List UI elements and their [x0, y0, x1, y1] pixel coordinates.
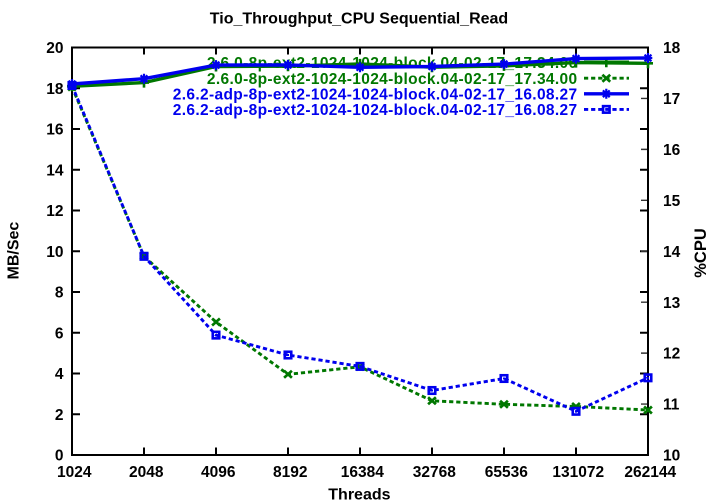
svg-text:12: 12	[46, 203, 63, 220]
svg-text:65536: 65536	[485, 464, 528, 481]
svg-text:%CPU: %CPU	[692, 228, 710, 278]
svg-text:32768: 32768	[413, 464, 456, 481]
svg-text:8192: 8192	[273, 464, 307, 481]
svg-text:12: 12	[663, 346, 680, 363]
svg-text:6: 6	[55, 325, 64, 342]
svg-text:17: 17	[663, 91, 680, 108]
svg-text:2: 2	[55, 407, 64, 424]
svg-text:15: 15	[663, 193, 681, 210]
svg-text:16: 16	[46, 122, 64, 139]
svg-text:2048: 2048	[129, 464, 164, 481]
svg-text:16384: 16384	[341, 464, 384, 481]
svg-text:16: 16	[663, 142, 681, 159]
svg-text:Threads: Threads	[328, 487, 390, 504]
svg-text:18: 18	[663, 40, 681, 57]
svg-text:131072: 131072	[552, 464, 604, 481]
svg-text:11: 11	[663, 397, 680, 414]
svg-text:14: 14	[663, 244, 681, 261]
svg-text:20: 20	[46, 40, 63, 57]
svg-text:2.6.0-8p-ext2-1024-1024-block.: 2.6.0-8p-ext2-1024-1024-block.04-02-17_1…	[207, 71, 578, 88]
svg-text:2.6.2-adp-8p-ext2-1024-1024-bl: 2.6.2-adp-8p-ext2-1024-1024-block.04-02-…	[173, 102, 578, 119]
svg-text:262144: 262144	[624, 464, 676, 481]
svg-text:4096: 4096	[201, 464, 236, 481]
svg-text:14: 14	[46, 162, 64, 179]
svg-text:2.6.2-adp-8p-ext2-1024-1024-bl: 2.6.2-adp-8p-ext2-1024-1024-block.04-02-…	[173, 86, 578, 103]
svg-text:10: 10	[46, 244, 63, 261]
svg-text:0: 0	[55, 448, 64, 465]
svg-text:13: 13	[663, 295, 681, 312]
svg-text:4: 4	[55, 366, 64, 383]
svg-text:8: 8	[55, 285, 64, 302]
svg-text:1024: 1024	[57, 464, 92, 481]
svg-text:Tio_Throughput_CPU Sequential_: Tio_Throughput_CPU Sequential_Read	[210, 11, 508, 28]
svg-text:18: 18	[46, 81, 64, 98]
svg-text:10: 10	[663, 448, 680, 465]
svg-text:MB/Sec: MB/Sec	[6, 222, 23, 280]
